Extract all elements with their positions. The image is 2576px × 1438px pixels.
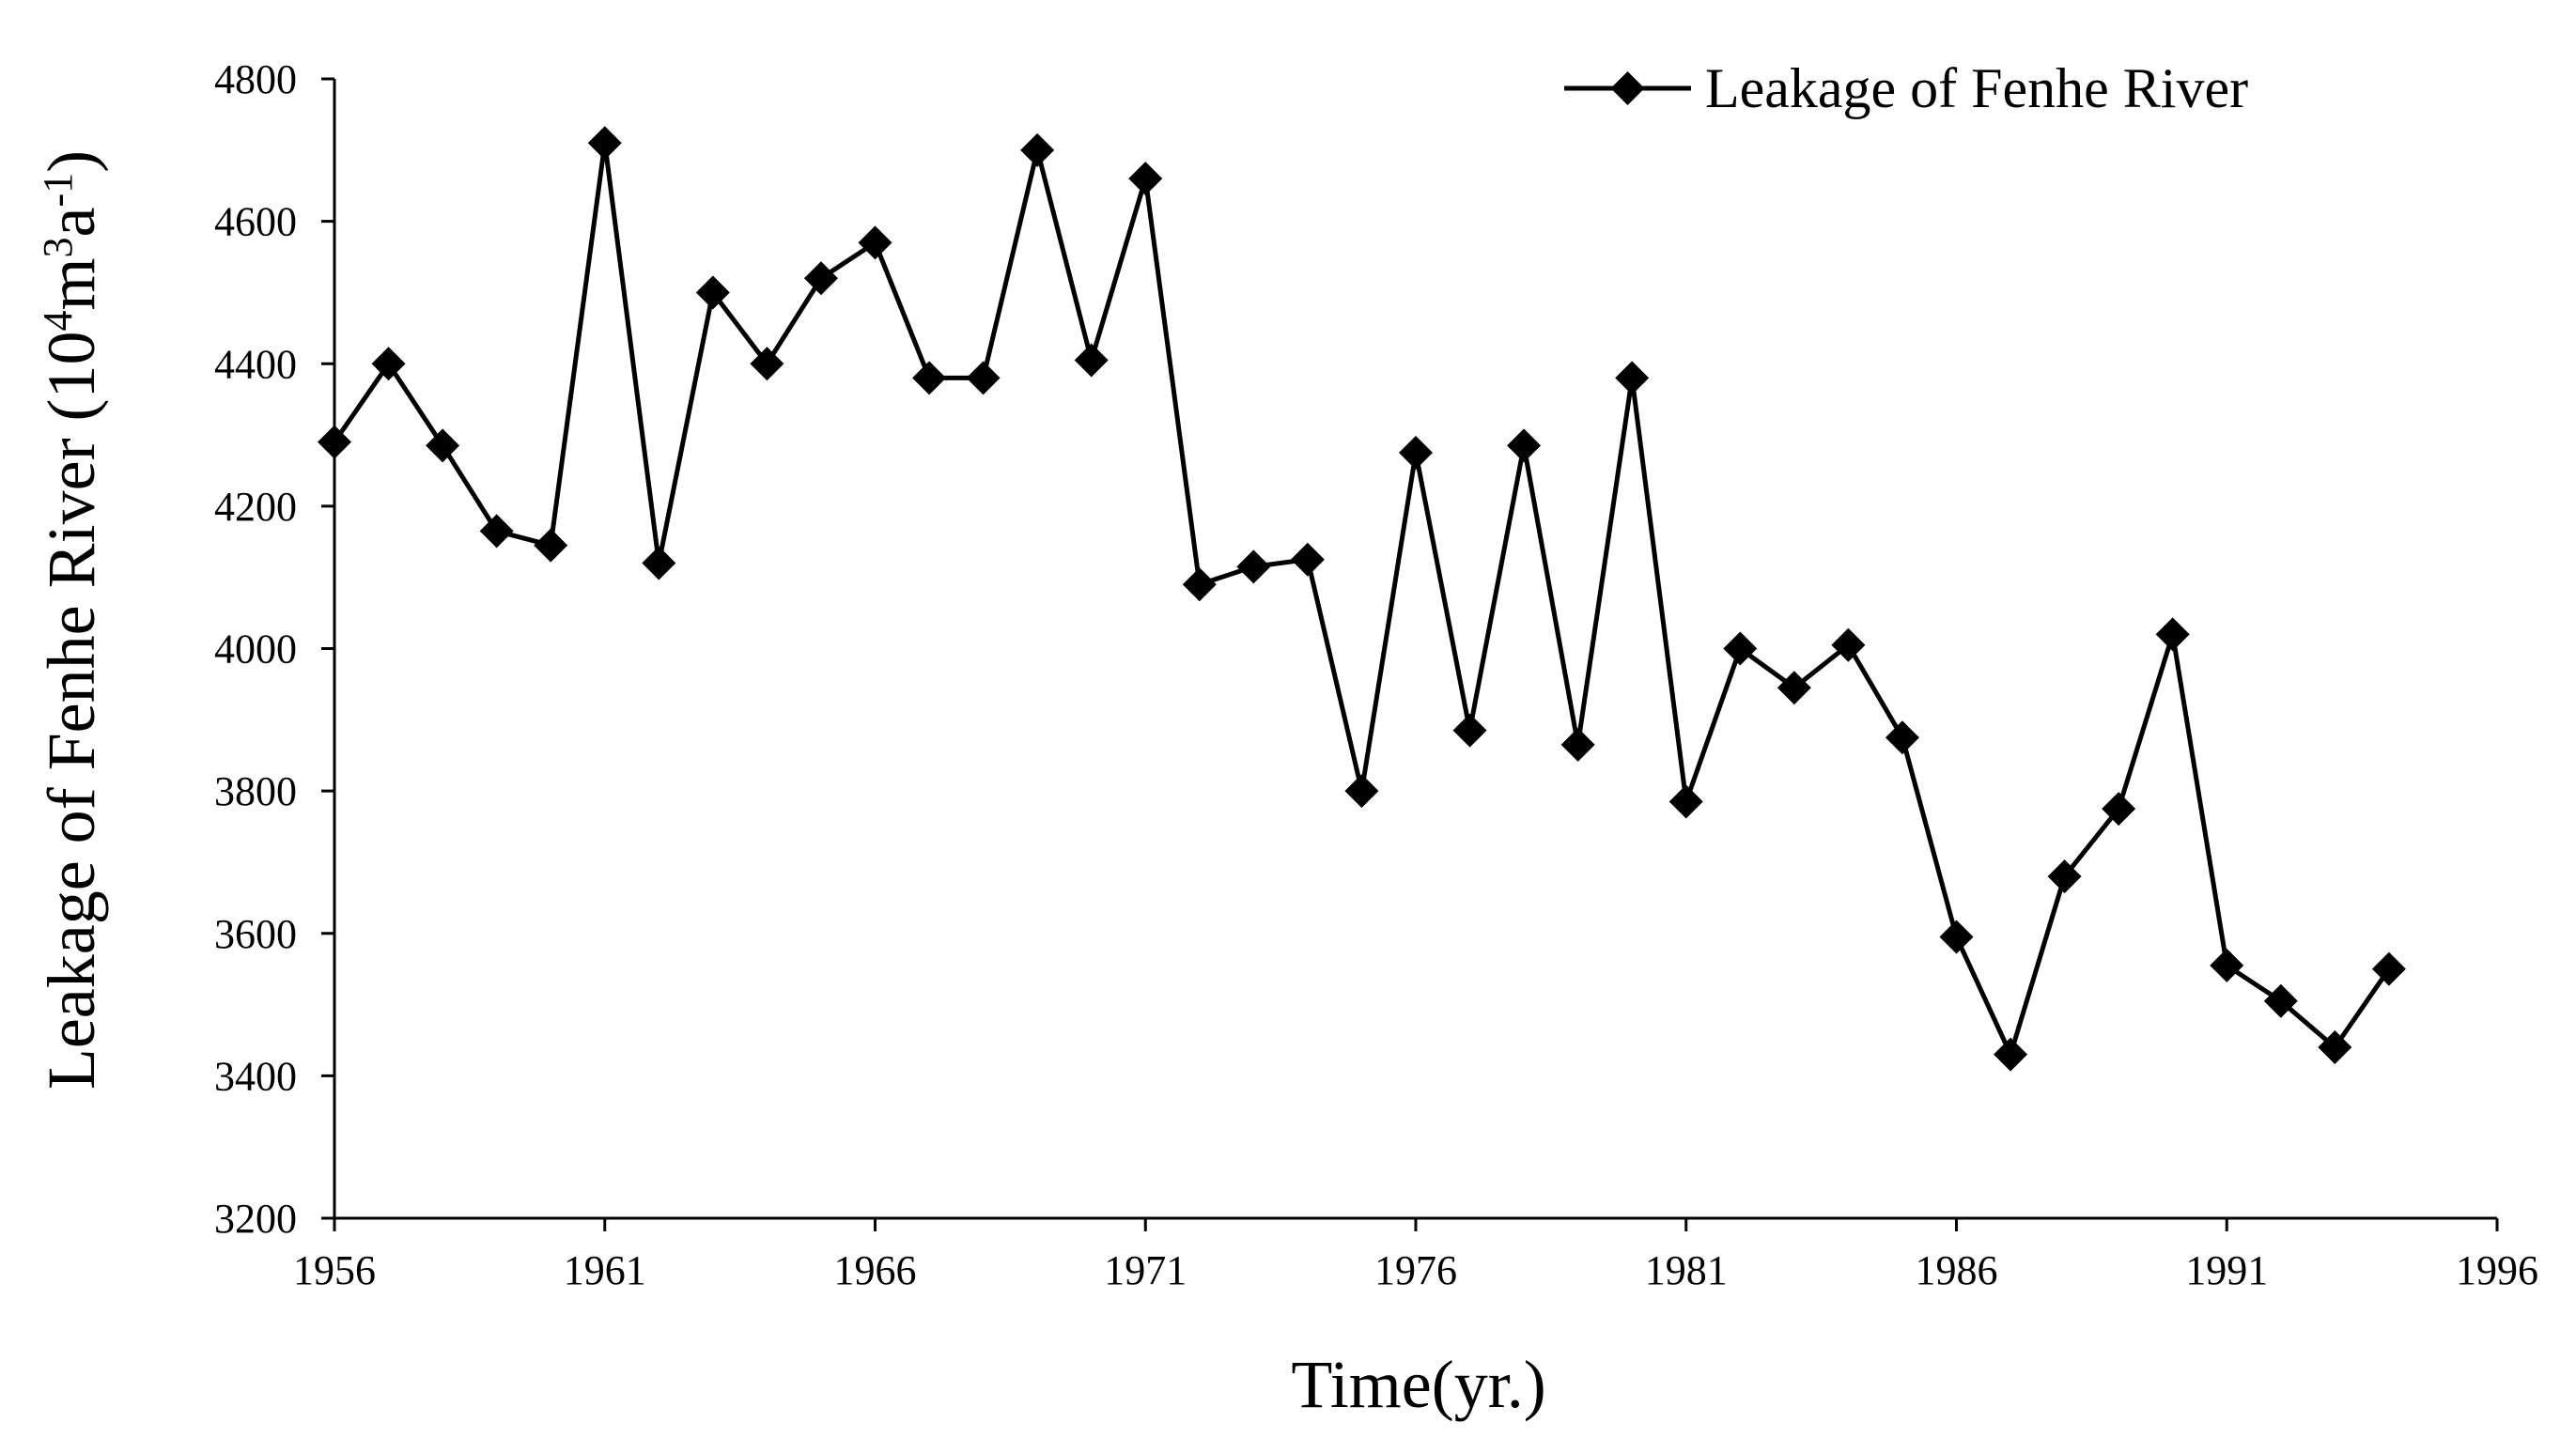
data-point-marker: [966, 361, 1001, 395]
data-point-marker: [1128, 162, 1163, 196]
y-tick-label: 3200: [214, 1196, 297, 1242]
data-point-marker: [1560, 727, 1595, 762]
data-point-marker: [371, 347, 406, 381]
data-point-marker: [534, 528, 568, 563]
data-point-marker: [1074, 343, 1109, 378]
data-point-marker: [1723, 631, 1758, 666]
legend-label: Leakage of Fenhe River: [1705, 57, 2248, 119]
data-point-marker: [1399, 436, 1433, 471]
y-axis-title-main: Leakage of Fenhe River (10: [34, 331, 109, 1090]
axes: 3200 3400 3600 3800 4000 4200 4400 4600 4800 195…: [214, 56, 2538, 1293]
data-point-marker: [1344, 774, 1379, 809]
data-point-marker: [1777, 671, 1811, 705]
data-point-marker: [2263, 983, 2298, 1018]
y-tick-label: 4800: [214, 56, 297, 102]
y-tick-label: 3600: [214, 911, 297, 957]
data-point-marker: [1452, 713, 1487, 748]
data-point-marker: [912, 361, 947, 395]
x-tick-label: 1976: [1374, 1247, 1457, 1293]
data-point-marker: [858, 225, 892, 260]
y-tick-label: 3800: [214, 768, 297, 814]
data-point-marker: [695, 275, 730, 310]
x-tick-label: 1961: [564, 1247, 646, 1293]
data-point-marker: [2047, 859, 2082, 894]
x-tick-label: 1956: [293, 1247, 376, 1293]
x-axis-title: Time(yr.): [1291, 1347, 1545, 1422]
y-axis-title: Leakage of Fenhe River (104m3a-1): [34, 150, 109, 1090]
x-tick-label: 1991: [2185, 1247, 2268, 1293]
data-point-marker: [750, 347, 784, 381]
data-point-marker: [1994, 1037, 2028, 1072]
y-axis-title-unit-a: a: [34, 207, 109, 237]
data-point-marker: [2210, 948, 2244, 982]
y-axis-title-sup-exp-neg1: -1: [35, 173, 81, 208]
series-line: [332, 142, 2391, 1061]
x-tick-label: 1986: [1916, 1247, 1998, 1293]
data-point-marker: [1885, 720, 1919, 755]
data-point-marker: [1615, 361, 1650, 395]
x-axis-ticks: 1956 1961 1966 1971 1976 1981 1986 1991 1996: [293, 1218, 2538, 1293]
y-axis-ticks: 3200 3400 3600 3800 4000 4200 4400 4600 4800: [214, 56, 334, 1242]
data-point-marker: [1020, 132, 1055, 167]
data-point-marker: [587, 126, 622, 161]
x-tick-label: 1966: [834, 1247, 917, 1293]
data-point-marker: [1668, 784, 1703, 819]
data-point-marker: [2155, 617, 2190, 652]
y-tick-label: 4600: [214, 199, 297, 245]
data-point-marker: [1290, 542, 1325, 577]
data-point-marker: [803, 261, 838, 296]
x-tick-label: 1971: [1104, 1247, 1187, 1293]
data-point-marker: [1182, 567, 1217, 602]
legend: Leakage of Fenhe River: [1564, 57, 2248, 119]
x-tick-label: 1981: [1645, 1247, 1728, 1293]
y-axis-title-unit-m: m: [34, 257, 109, 310]
data-point-marker: [2371, 951, 2406, 986]
data-point-marker: [1236, 549, 1271, 584]
y-axis-title-sup-exp-4: 4: [35, 310, 81, 331]
y-axis-title-close-paren: ): [34, 150, 109, 173]
y-tick-label: 4200: [214, 484, 297, 530]
y-tick-label: 3400: [214, 1053, 297, 1099]
data-point-marker: [318, 425, 351, 459]
y-tick-label: 4400: [214, 341, 297, 387]
y-tick-label: 4000: [214, 626, 297, 673]
data-point-marker: [1831, 627, 1866, 662]
data-point-marker: [2318, 1030, 2352, 1065]
data-point-marker: [1507, 428, 1542, 463]
x-tick-label: 1996: [2456, 1247, 2538, 1293]
data-point-marker: [479, 514, 514, 549]
data-point-marker: [1939, 920, 1974, 954]
series-layer: [318, 126, 2406, 1072]
y-axis-title-sup-exp-3: 3: [35, 237, 81, 257]
data-point-marker: [2102, 792, 2136, 827]
data-point-marker: [642, 546, 676, 580]
data-point-marker: [426, 428, 460, 463]
legend-diamond-marker: [1610, 71, 1645, 105]
